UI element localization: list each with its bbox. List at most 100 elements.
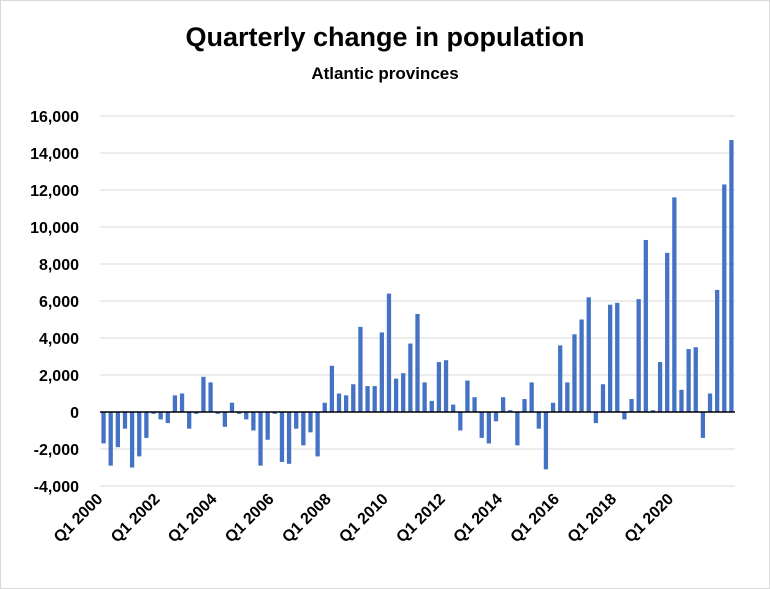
bar: [650, 410, 656, 412]
bar: [144, 412, 149, 438]
x-tick-label: Q1 2010: [336, 491, 391, 546]
chart-subtitle: Atlantic provinces: [311, 64, 459, 83]
bar: [236, 412, 242, 414]
bar: [358, 326, 363, 412]
bar: [579, 319, 584, 412]
bar: [679, 389, 684, 412]
bar: [229, 402, 235, 412]
bar: [472, 397, 477, 412]
bar: [115, 412, 120, 448]
bar: [657, 362, 663, 412]
chart-title: Quarterly change in population: [185, 22, 585, 52]
x-tick-label: Q1 2000: [51, 491, 106, 546]
bar: [286, 412, 292, 464]
bar: [122, 412, 128, 429]
bar: [201, 376, 206, 412]
bar: [600, 384, 606, 412]
bar: [415, 313, 420, 412]
bar: [465, 380, 470, 412]
bar: [686, 349, 691, 412]
bar: [187, 412, 192, 429]
bar: [529, 382, 534, 412]
bar: [386, 293, 392, 412]
bar: [543, 412, 549, 470]
bar: [222, 412, 227, 427]
bar: [336, 393, 342, 412]
bar: [308, 412, 313, 433]
bar: [279, 412, 285, 462]
x-axis-ticks: Q1 2000 Q1 2002 Q1 2004 Q1 2006 Q1 2008 Q1 20…: [51, 491, 677, 546]
bar: [179, 393, 185, 412]
bar: [208, 382, 213, 412]
bar: [550, 402, 556, 412]
x-tick-label: Q1 2016: [508, 491, 563, 546]
bar: [436, 362, 442, 412]
bar: [629, 399, 634, 412]
bar: [301, 412, 306, 446]
bar: [615, 302, 620, 412]
bar: [522, 399, 527, 412]
y-tick-label: 14,000: [30, 146, 79, 163]
bar: [429, 400, 434, 412]
bar: [379, 332, 384, 412]
y-tick-label: 8,000: [39, 257, 79, 274]
bar: [137, 412, 142, 457]
bar: [508, 410, 513, 412]
bar: [393, 378, 399, 412]
bar: [665, 252, 670, 412]
y-tick-label: 10,000: [30, 220, 79, 237]
bar: [172, 395, 178, 412]
y-tick-label: 4,000: [39, 331, 79, 348]
bar: [479, 412, 484, 438]
bar: [565, 382, 570, 412]
bar: [586, 297, 591, 412]
bar: [258, 412, 263, 466]
bar: [344, 395, 349, 412]
x-tick-label: Q1 2020: [622, 491, 677, 546]
y-tick-label: -2,000: [34, 442, 79, 459]
y-tick-label: 2,000: [39, 368, 79, 385]
bar: [129, 412, 135, 468]
bar: [101, 412, 106, 444]
bar: [322, 402, 327, 412]
bar: [194, 412, 199, 414]
bar: [707, 393, 713, 412]
x-tick-label: Q1 2002: [108, 491, 163, 546]
bars: [101, 140, 734, 470]
x-tick-label: Q1 2014: [451, 491, 506, 546]
y-tick-label: -4,000: [34, 479, 79, 496]
y-tick-label: 12,000: [30, 183, 79, 200]
y-axis-ticks: 16,000 14,000 12,000 10,000 8,000 6,000 4,000 2…: [30, 109, 79, 496]
bar: [158, 412, 163, 420]
x-tick-label: Q1 2012: [393, 491, 448, 546]
bar: [643, 239, 648, 412]
bar: [486, 412, 491, 444]
bar: [244, 412, 249, 420]
bar: [372, 386, 377, 412]
bar: [700, 412, 706, 438]
y-tick-label: 16,000: [30, 109, 79, 126]
bar: [215, 412, 220, 414]
bar: [272, 412, 277, 414]
bar: [165, 412, 170, 424]
bar: [294, 412, 299, 429]
y-tick-label: 0: [70, 405, 79, 422]
bar: [315, 412, 320, 457]
x-tick-label: Q1 2004: [165, 491, 220, 546]
bar: [515, 412, 520, 446]
bar: [715, 289, 720, 412]
bar: [572, 334, 577, 412]
bar: [458, 412, 463, 431]
bar: [593, 412, 599, 424]
x-tick-label: Q1 2018: [565, 491, 620, 546]
bar: [722, 184, 727, 412]
bar: [401, 373, 406, 412]
bar: [422, 382, 427, 412]
bar: [622, 412, 627, 420]
bar: [251, 412, 256, 431]
bar: [536, 412, 541, 429]
bar: [636, 299, 641, 412]
bar: [443, 360, 449, 412]
